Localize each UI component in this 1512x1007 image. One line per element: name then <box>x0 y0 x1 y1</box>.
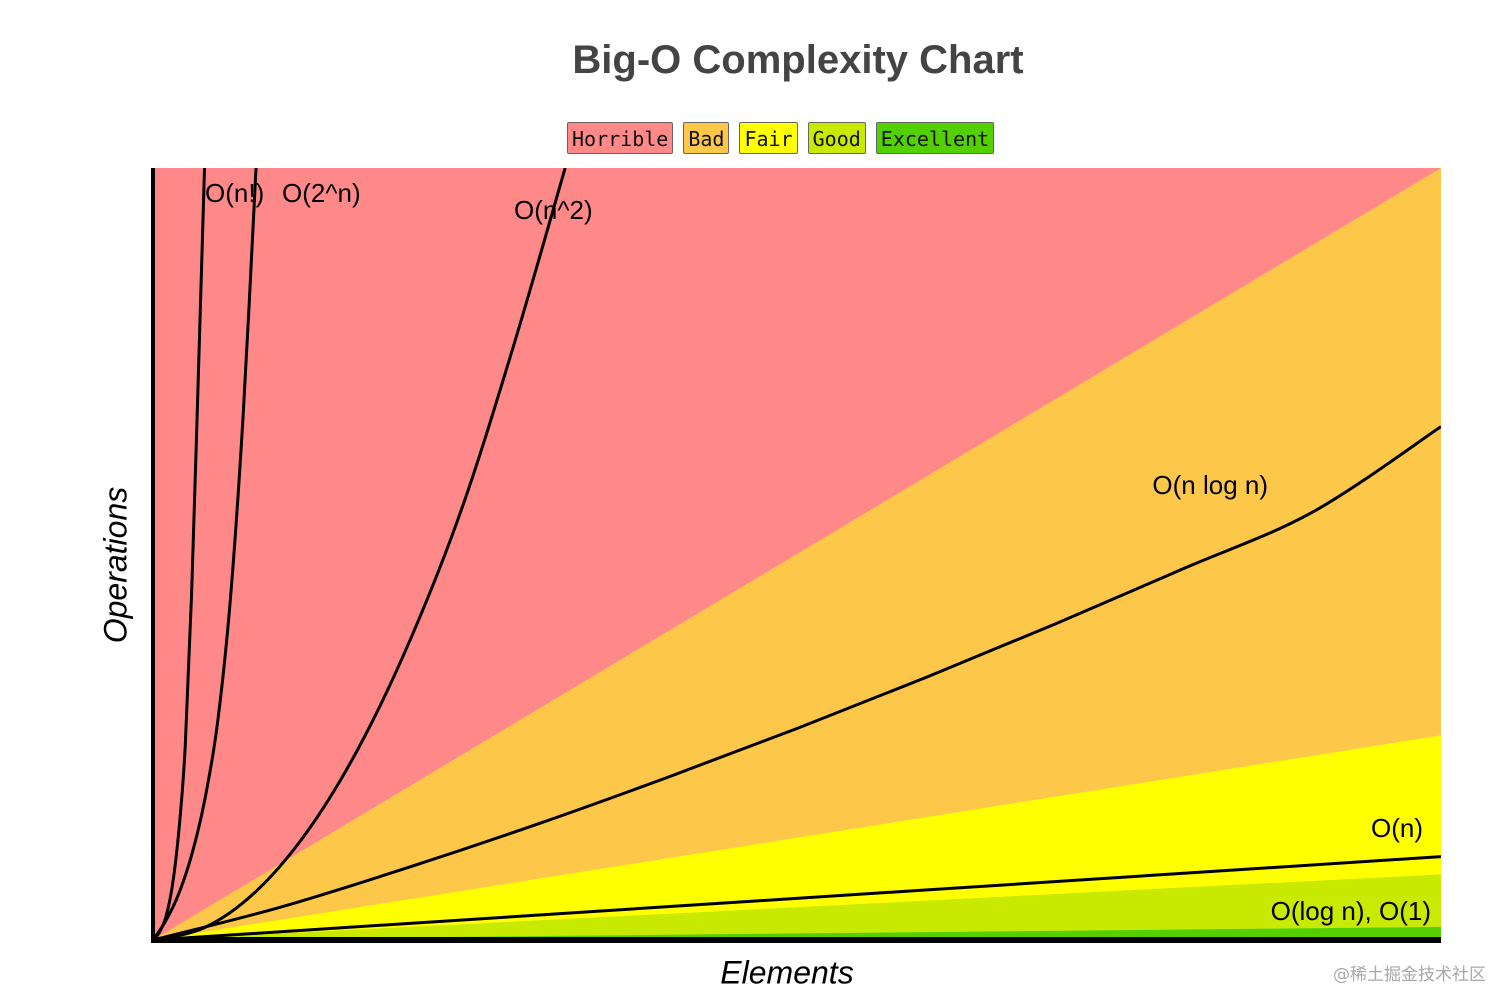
region-fair <box>153 735 1441 940</box>
y-axis-title: Operations <box>97 486 134 644</box>
legend: Horrible Bad Fair Good Excellent <box>567 122 995 154</box>
legend-item-horrible: Horrible <box>567 122 674 154</box>
legend-item-bad: Bad <box>683 122 730 154</box>
series-o-n-2-label: O(n^2) <box>514 195 593 225</box>
legend-item-good: Good <box>807 122 866 154</box>
region-good <box>153 874 1441 940</box>
series-o-2-n-line <box>153 168 258 940</box>
region-excellent <box>153 926 1441 940</box>
chart-title: Big-O Complexity Chart <box>572 38 1024 82</box>
series-o-n-log-n-line <box>153 425 1441 940</box>
x-axis-title: Elements <box>720 954 854 991</box>
watermark: @稀土掘金技术社区 <box>1333 965 1486 985</box>
series-o-n-line <box>153 855 1441 940</box>
series-o-n-label: O(n!) <box>205 178 264 208</box>
series-o-n-2-line <box>153 168 567 940</box>
series-o-n-label: O(n) <box>1371 813 1423 843</box>
series-o-log-n-o-1-label: O(log n), O(1) <box>1271 896 1431 926</box>
series-o-n-log-n-label: O(n log n) <box>1152 470 1268 500</box>
legend-item-excellent: Excellent <box>875 122 995 154</box>
region-bad <box>153 168 1441 940</box>
legend-item-fair: Fair <box>739 122 798 154</box>
series-o-2-n-label: O(2^n) <box>282 178 361 208</box>
